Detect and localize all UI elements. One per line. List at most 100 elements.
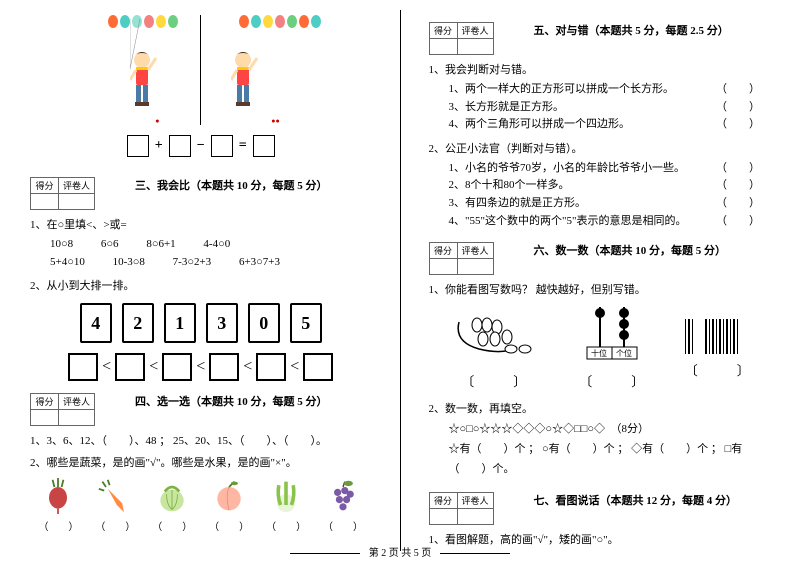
score-table: 得分评卷人 bbox=[429, 22, 494, 55]
kid-right: ●● bbox=[221, 15, 301, 125]
food-item-radish: （ ） bbox=[38, 478, 78, 533]
judge-text: 2、8个十和80个一样多。 bbox=[449, 177, 717, 195]
number-card: 1 bbox=[164, 303, 196, 343]
score-cell[interactable] bbox=[429, 508, 457, 524]
number-card: 3 bbox=[206, 303, 238, 343]
grader-cell[interactable] bbox=[457, 259, 493, 275]
judge-text: 4、两个三角形可以拼成一个四边形。 bbox=[449, 116, 717, 134]
judge-text: 4、"55"这个数中的两个"5"表示的意思是相同的。 bbox=[449, 213, 717, 231]
food-item-grapes: （ ） bbox=[323, 478, 363, 533]
answer-bracket[interactable]: 〔 〕 bbox=[449, 371, 539, 390]
scene-divider bbox=[200, 15, 201, 125]
balloon-icon bbox=[168, 15, 178, 28]
food-item-bokchoy: （ ） bbox=[266, 478, 306, 533]
number-card: 0 bbox=[248, 303, 280, 343]
answer-bracket[interactable]: 〔 〕 bbox=[579, 371, 644, 390]
judge-item: 2、8个十和80个一样多。（ ） bbox=[449, 177, 771, 195]
score-table: 得分评卷人 bbox=[30, 393, 95, 426]
section-7-header: 得分评卷人 七、看图说话（本题共 12 分，每题 4 分） bbox=[429, 492, 771, 525]
answer-paren[interactable]: （ ） bbox=[716, 116, 760, 134]
grader-cell[interactable] bbox=[457, 39, 493, 55]
tally-mark bbox=[685, 319, 687, 354]
carrot-icon bbox=[97, 478, 133, 514]
tally-mark bbox=[709, 319, 711, 354]
answer-paren[interactable]: （ ） bbox=[95, 518, 135, 533]
tally-mark bbox=[705, 319, 707, 354]
answer-paren[interactable]: （ ） bbox=[716, 160, 760, 178]
score-cell[interactable] bbox=[31, 194, 59, 210]
score-table: 得分评卷人 bbox=[30, 177, 95, 210]
tally-mark bbox=[712, 319, 714, 354]
judge-item: 4、两个三角形可以拼成一个四边形。（ ） bbox=[449, 116, 771, 134]
tally-mark bbox=[723, 319, 725, 354]
compare-item: 5+4○10 bbox=[50, 254, 85, 272]
judge-text: 3、长方形就是正方形。 bbox=[449, 99, 717, 117]
compare-item: 10○8 bbox=[50, 236, 73, 254]
grader-cell[interactable] bbox=[457, 508, 493, 524]
answer-box[interactable] bbox=[303, 353, 333, 381]
balloon-bunch-right bbox=[239, 15, 321, 28]
section-4-header: 得分评卷人 四、选一选（本题共 10 分，每题 5 分） bbox=[30, 393, 372, 426]
answer-box[interactable] bbox=[127, 135, 149, 157]
score-table: 得分评卷人 bbox=[429, 492, 494, 525]
kid-left: ● bbox=[100, 15, 180, 125]
answer-paren[interactable]: （ ） bbox=[716, 195, 760, 213]
section-4-title: 四、选一选（本题共 10 分，每题 5 分） bbox=[135, 393, 328, 409]
answer-paren[interactable]: （ ） bbox=[266, 518, 306, 533]
balloon-icon bbox=[239, 15, 249, 28]
answer-box[interactable] bbox=[169, 135, 191, 157]
tally-mark bbox=[733, 319, 735, 354]
answer-paren[interactable]: （ ） bbox=[38, 518, 78, 533]
compare-row-2: 5+4○10 10-3○8 7-3○2+3 6+3○7+3 bbox=[50, 254, 372, 272]
compare-item: 10-3○8 bbox=[113, 254, 145, 272]
grader-cell[interactable] bbox=[59, 410, 95, 426]
balloon-icon bbox=[120, 15, 130, 28]
answer-box[interactable] bbox=[256, 353, 286, 381]
food-item-cabbage: （ ） bbox=[152, 478, 192, 533]
score-cell[interactable] bbox=[429, 39, 457, 55]
exam-page: ● bbox=[0, 0, 800, 581]
section-5-header: 得分评卷人 五、对与错（本题共 5 分，每题 2.5 分） bbox=[429, 22, 771, 55]
answer-box[interactable] bbox=[253, 135, 275, 157]
q5-2-text: 2、公正小法官（判断对与错）。 bbox=[429, 140, 771, 156]
number-cards: 4 2 1 3 0 5 bbox=[30, 303, 372, 343]
footer-line bbox=[290, 553, 360, 554]
tally-mark bbox=[726, 319, 728, 354]
score-label: 得分 bbox=[31, 178, 59, 194]
score-cell[interactable] bbox=[31, 410, 59, 426]
judge-item: 3、长方形就是正方形。（ ） bbox=[449, 99, 771, 117]
vegetable-fruit-row: （ ） （ ） （ ） （ ） （ ） bbox=[30, 478, 372, 533]
q4-1-text: 1、3、6、12、（ ）、48 ； 25、20、15、（ ）、（ ）。 bbox=[30, 432, 372, 448]
judge-text: 3、有四条边的就是正方形。 bbox=[449, 195, 717, 213]
answer-paren[interactable]: （ ） bbox=[209, 518, 249, 533]
answer-box[interactable] bbox=[209, 353, 239, 381]
plus-sign: + bbox=[155, 138, 163, 154]
answer-box[interactable] bbox=[211, 135, 233, 157]
balloon-icon bbox=[287, 15, 297, 28]
q5-1-text: 1、我会判断对与错。 bbox=[429, 61, 771, 77]
bokchoy-icon bbox=[268, 478, 304, 514]
balloon-strings-icon bbox=[130, 19, 160, 69]
grader-label: 评卷人 bbox=[457, 243, 493, 259]
food-item-peach: （ ） bbox=[209, 478, 249, 533]
number-card: 5 bbox=[290, 303, 322, 343]
less-than-icon: < bbox=[102, 358, 111, 376]
answer-box[interactable] bbox=[115, 353, 145, 381]
answer-paren[interactable]: （ ） bbox=[152, 518, 192, 533]
answer-paren[interactable]: （ ） bbox=[716, 177, 760, 195]
grader-cell[interactable] bbox=[59, 194, 95, 210]
number-card: 2 bbox=[122, 303, 154, 343]
score-table: 得分评卷人 bbox=[429, 242, 494, 275]
q4-2-text: 2、哪些是蔬菜，是的画"√"。哪些是水果，是的画"×"。 bbox=[30, 454, 372, 470]
q3-2-text: 2、从小到大排一排。 bbox=[30, 277, 372, 293]
answer-paren[interactable]: （ ） bbox=[716, 99, 760, 117]
answer-box[interactable] bbox=[162, 353, 192, 381]
answer-box[interactable] bbox=[68, 353, 98, 381]
answer-bracket[interactable]: 〔 〕 bbox=[685, 360, 750, 379]
answer-paren[interactable]: （ ） bbox=[716, 213, 760, 231]
score-cell[interactable] bbox=[429, 259, 457, 275]
answer-paren[interactable]: （ ） bbox=[716, 81, 760, 99]
tens-label: 十位 bbox=[591, 348, 607, 358]
answer-paren[interactable]: （ ） bbox=[323, 518, 363, 533]
peach-icon bbox=[211, 478, 247, 514]
